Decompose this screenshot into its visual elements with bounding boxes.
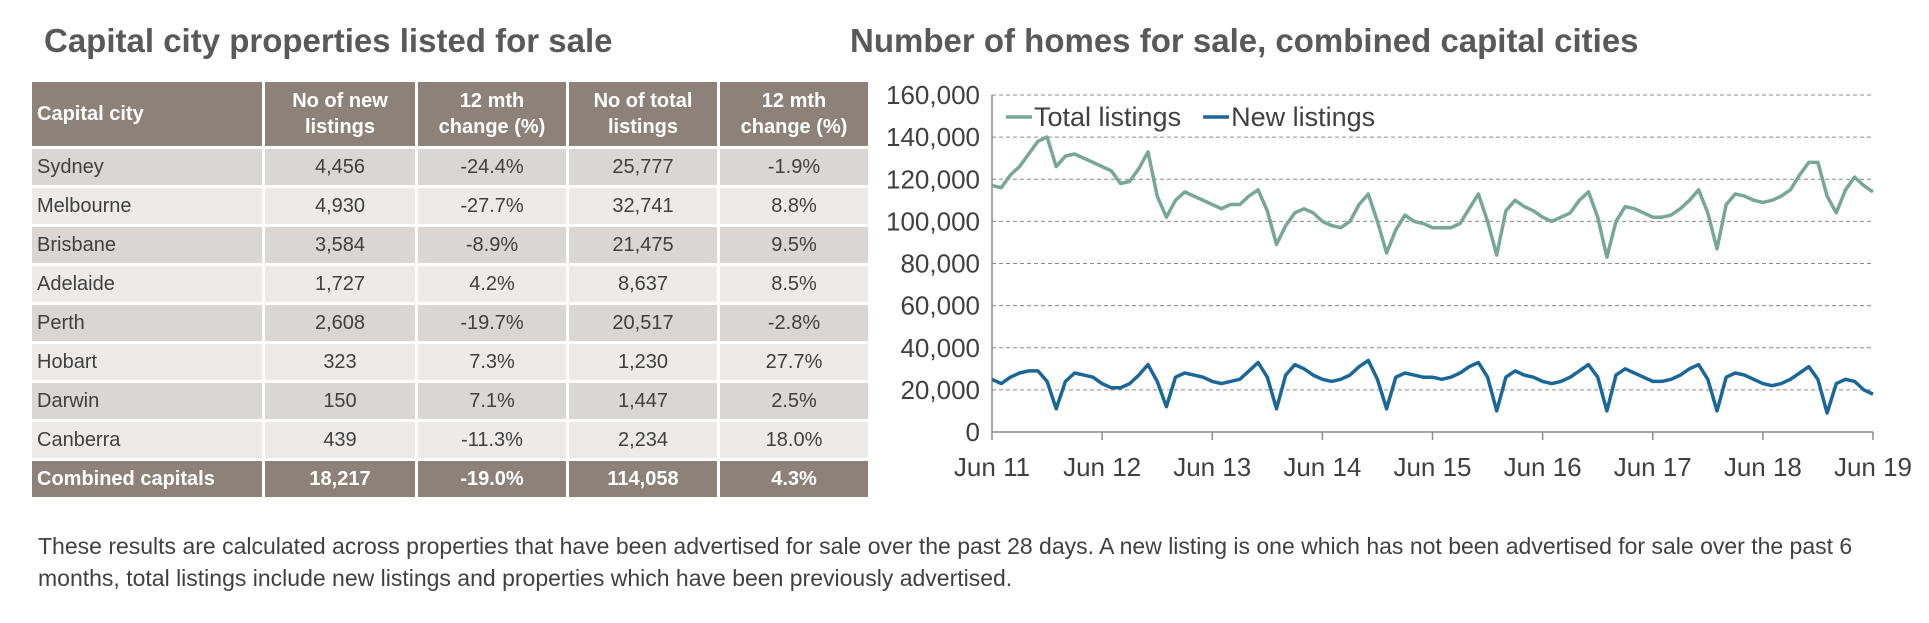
table-row: Darwin 150 7.1% 1,447 2.5% [32, 383, 868, 419]
table-cell: -11.3% [418, 422, 566, 458]
header-row: Capital city No of new listings 12 mth cha… [32, 82, 868, 146]
total-cell: 114,058 [569, 461, 717, 497]
table-cell: 27.7% [720, 344, 868, 380]
table-row: Brisbane 3,584 -8.9% 21,475 9.5% [32, 227, 868, 263]
table-cell: 3,584 [265, 227, 415, 263]
table-cell: 8.8% [720, 188, 868, 224]
y-tick-label: 40,000 [900, 333, 980, 363]
table-cell: 323 [265, 344, 415, 380]
table-cell: 7.1% [418, 383, 566, 419]
table-cell: -1.9% [720, 149, 868, 185]
y-tick-label: 20,000 [900, 375, 980, 405]
table-cell: 1,230 [569, 344, 717, 380]
table-cell: 1,727 [265, 266, 415, 302]
table-cell: 2,234 [569, 422, 717, 458]
column-header: 12 mth change (%) [720, 82, 868, 146]
table-cell: 32,741 [569, 188, 717, 224]
table-cell: 21,475 [569, 227, 717, 263]
table-title: Capital city properties listed for sale [44, 22, 613, 59]
table-cell: Perth [32, 305, 262, 341]
table-cell: Canberra [32, 422, 262, 458]
y-tick-label: 140,000 [886, 122, 980, 152]
column-header: No of total listings [569, 82, 717, 146]
table-cell: Brisbane [32, 227, 262, 263]
table-cell: 9.5% [720, 227, 868, 263]
table-cell: Adelaide [32, 266, 262, 302]
y-tick-label: 80,000 [900, 249, 980, 279]
table-row: Perth 2,608 -19.7% 20,517 -2.8% [32, 305, 868, 341]
table-cell: 150 [265, 383, 415, 419]
series-line [991, 358, 1874, 415]
x-tick-label: Jun 15 [1393, 452, 1471, 482]
table-cell: -2.8% [720, 305, 868, 341]
total-row: Combined capitals 18,217 -19.0% 114,058 4.3% [32, 461, 868, 497]
table-cell: -19.7% [418, 305, 566, 341]
y-tick-label: 120,000 [886, 164, 980, 194]
column-header: Capital city [32, 82, 262, 146]
listings-table: Capital city No of new listings 12 mth cha… [29, 79, 871, 500]
table-cell: -27.7% [418, 188, 566, 224]
series-line [991, 135, 1874, 259]
total-cell: 18,217 [265, 461, 415, 497]
x-tick-label: Jun 13 [1173, 452, 1251, 482]
table-cell: Darwin [32, 383, 262, 419]
table-cell: 439 [265, 422, 415, 458]
total-cell: 4.3% [720, 461, 868, 497]
table-cell: Melbourne [32, 188, 262, 224]
table-cell: Hobart [32, 344, 262, 380]
table-cell: 4,456 [265, 149, 415, 185]
table-cell: 25,777 [569, 149, 717, 185]
x-tick-label: Jun 17 [1614, 452, 1692, 482]
table-cell: 20,517 [569, 305, 717, 341]
table-cell: 4,930 [265, 188, 415, 224]
total-cell: -19.0% [418, 461, 566, 497]
table-cell: -8.9% [418, 227, 566, 263]
y-tick-label: 100,000 [886, 206, 980, 236]
column-header: No of new listings [265, 82, 415, 146]
footnote: These results are calculated across prop… [38, 533, 1853, 591]
table-row: Sydney 4,456 -24.4% 25,777 -1.9% [32, 149, 868, 185]
table-cell: 2.5% [720, 383, 868, 419]
column-header: 12 mth change (%) [418, 82, 566, 146]
table-row: Adelaide 1,727 4.2% 8,637 8.5% [32, 266, 868, 302]
table-cell: 18.0% [720, 422, 868, 458]
y-tick-label: 160,000 [886, 80, 980, 110]
table-row: Hobart 323 7.3% 1,230 27.7% [32, 344, 868, 380]
x-tick-label: Jun 18 [1724, 452, 1802, 482]
table-row: Canberra 439 -11.3% 2,234 18.0% [32, 422, 868, 458]
x-tick-label: Jun 12 [1063, 452, 1141, 482]
table-row: Melbourne 4,930 -27.7% 32,741 8.8% [32, 188, 868, 224]
table-cell: 2,608 [265, 305, 415, 341]
x-tick-label: Jun 19 [1834, 452, 1912, 482]
table-cell: 8,637 [569, 266, 717, 302]
table-cell: 7.3% [418, 344, 566, 380]
x-tick-label: Jun 14 [1283, 452, 1361, 482]
table-cell: Sydney [32, 149, 262, 185]
y-tick-label: 0 [966, 417, 980, 447]
x-tick-label: Jun 11 [954, 452, 1030, 482]
table-cell: 1,447 [569, 383, 717, 419]
table-cell: -24.4% [418, 149, 566, 185]
legend-label: New listings [1231, 102, 1375, 132]
table-cell: 8.5% [720, 266, 868, 302]
x-tick-label: Jun 16 [1504, 452, 1582, 482]
chart-title: Number of homes for sale, combined capit… [850, 22, 1639, 59]
total-cell: Combined capitals [32, 461, 262, 497]
legend-label: Total listings [1034, 102, 1181, 132]
y-tick-label: 60,000 [900, 291, 980, 321]
table-cell: 4.2% [418, 266, 566, 302]
